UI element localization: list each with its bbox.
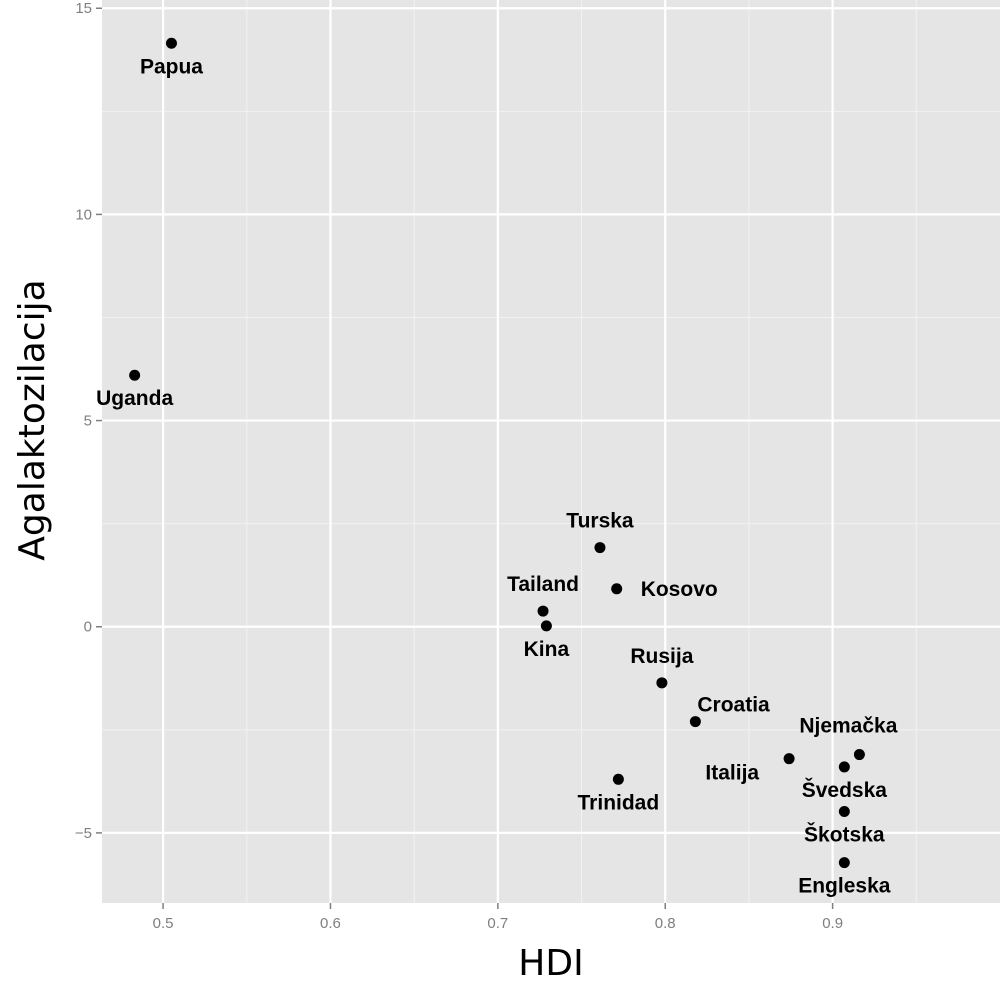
point-label: Tailand <box>507 573 579 596</box>
point-label: Rusija <box>630 645 693 668</box>
point-label: Turska <box>566 510 634 533</box>
x-tick-label: 0.9 <box>822 915 843 932</box>
point-label: Papua <box>140 55 203 78</box>
data-point <box>838 805 850 817</box>
plot-panel <box>102 0 1000 903</box>
y-tick-label: 15 <box>75 0 92 17</box>
x-axis-title: HDI <box>518 943 583 984</box>
point-labels: Papua Uganda Turska Kosovo Tailand Kina Rusija… <box>96 55 898 897</box>
data-point <box>612 773 624 785</box>
y-tick-label: 5 <box>84 413 92 430</box>
point-label: Kina <box>524 638 570 661</box>
point-label: Croatia <box>697 694 770 717</box>
x-tick-label: 0.5 <box>153 915 174 932</box>
point-label: Kosovo <box>641 578 718 601</box>
point-label: Trinidad <box>578 791 660 814</box>
data-point <box>540 620 552 632</box>
point-label: Njemačka <box>799 715 897 738</box>
y-tick-label: −5 <box>75 825 92 842</box>
data-point <box>594 542 606 554</box>
data-points <box>129 37 865 869</box>
data-point <box>853 749 865 761</box>
x-tick-label: 0.7 <box>487 915 508 932</box>
data-point <box>783 753 795 765</box>
data-point <box>611 583 623 595</box>
point-label: Uganda <box>96 387 173 410</box>
data-point <box>838 857 850 869</box>
data-point <box>689 716 701 728</box>
x-tick-label: 0.6 <box>320 915 341 932</box>
point-label: Švedska <box>802 778 888 802</box>
y-tick-label: 0 <box>84 619 92 636</box>
major-gridlines <box>102 0 1000 903</box>
point-label: Engleska <box>798 875 891 898</box>
axis-ticks: 0.5 0.6 0.7 0.8 0.9 −5 0 5 10 15 <box>75 0 843 932</box>
point-label: Italija <box>705 762 759 785</box>
data-point <box>838 761 850 773</box>
minor-gridlines <box>102 0 1000 903</box>
y-axis-title: Agalaktozilacija <box>12 279 53 560</box>
data-point <box>537 605 549 617</box>
data-point <box>656 677 668 689</box>
data-point <box>165 37 177 49</box>
y-tick-label: 10 <box>75 206 92 223</box>
data-point <box>129 369 141 381</box>
point-label: Škotska <box>804 822 885 846</box>
x-tick-label: 0.8 <box>655 915 676 932</box>
